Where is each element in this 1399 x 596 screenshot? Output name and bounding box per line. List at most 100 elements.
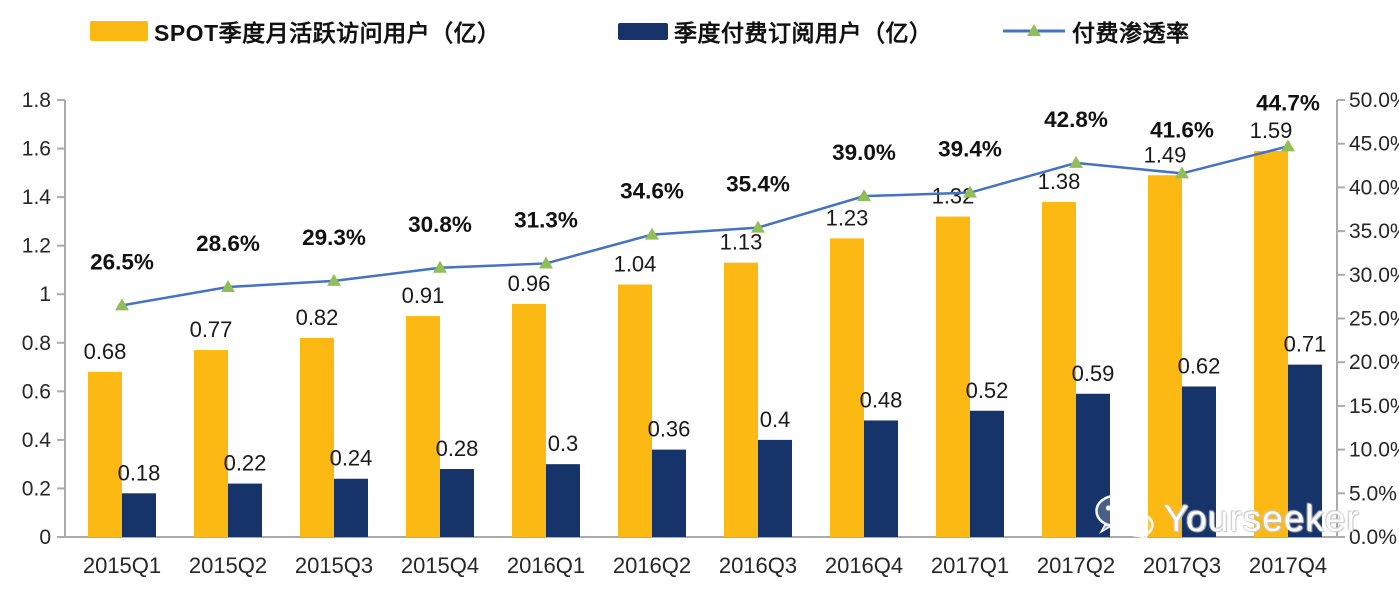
penetration-marker xyxy=(221,280,235,293)
legend-item-penetration: 付费渗透率 xyxy=(1002,16,1190,46)
penetration-marker xyxy=(751,220,765,233)
x-axis-tick-label: 2016Q2 xyxy=(613,553,691,578)
subscribers-bar-label: 0.62 xyxy=(1178,353,1221,378)
mau-bar-label: 1.23 xyxy=(826,205,869,230)
penetration-marker xyxy=(433,260,447,273)
x-axis-tick-label: 2015Q3 xyxy=(295,553,373,578)
mau-bar xyxy=(300,337,334,537)
x-axis-tick-label: 2015Q4 xyxy=(401,553,479,578)
subscribers-bar-label: 0.36 xyxy=(648,417,691,442)
penetration-label: 35.4% xyxy=(726,172,790,197)
subscribers-bar xyxy=(758,439,792,537)
subscribers-bar-label: 0.3 xyxy=(548,431,579,456)
left-axis-tick-label: 0.6 xyxy=(22,380,51,403)
penetration-legend-swatch xyxy=(1003,24,1065,36)
mau-bar xyxy=(1148,175,1182,537)
mau-bar-label: 1.04 xyxy=(614,252,657,277)
subscribers-bar-label: 0.24 xyxy=(330,446,373,471)
penetration-label: 39.4% xyxy=(938,137,1002,162)
mau-bar xyxy=(936,216,970,538)
penetration-marker xyxy=(1069,155,1083,168)
subscribers-bar-label: 0.22 xyxy=(224,451,267,476)
subscribers-bar xyxy=(1076,393,1110,537)
subscribers-bar xyxy=(546,464,580,537)
penetration-label: 42.8% xyxy=(1044,107,1108,132)
subscribers-bar-label: 0.4 xyxy=(760,407,791,432)
subscribers-bar xyxy=(228,483,262,537)
mau-bar xyxy=(618,284,652,537)
right-axis-tick-label: 15.0% xyxy=(1349,395,1399,418)
penetration-marker xyxy=(1281,139,1295,152)
subscribers-bar xyxy=(122,493,156,537)
x-axis-tick-label: 2017Q2 xyxy=(1037,553,1115,578)
penetration-marker xyxy=(539,256,553,269)
right-axis-tick-label: 45.0% xyxy=(1349,133,1399,156)
left-axis-tick-label: 0.8 xyxy=(22,332,51,355)
subscribers-bar xyxy=(1288,364,1322,537)
right-axis-tick-label: 35.0% xyxy=(1349,220,1399,243)
mau-bar-label: 1.13 xyxy=(720,230,763,255)
left-axis-tick-label: 0.4 xyxy=(22,429,52,452)
x-axis-tick-label: 2017Q4 xyxy=(1249,553,1327,578)
subscribers-bar xyxy=(970,410,1004,537)
mau-bar xyxy=(512,303,546,537)
subscribers-bar xyxy=(334,478,368,537)
penetration-label: 39.0% xyxy=(832,140,896,165)
penetration-marker xyxy=(1175,166,1189,179)
penetration-marker xyxy=(115,298,129,311)
mau-bar-label: 0.91 xyxy=(402,283,445,308)
mau-bar-label: 1.38 xyxy=(1038,169,1081,194)
right-axis-tick-label: 50.0% xyxy=(1349,89,1399,112)
subscribers-bar xyxy=(440,469,474,537)
legend-item-mau: SPOT季度月活跃访问用户（亿） xyxy=(90,16,501,46)
subscribers-bar-label: 0.59 xyxy=(1072,361,1115,386)
mau-bar-label: 1.49 xyxy=(1144,142,1187,167)
penetration-label: 44.7% xyxy=(1256,90,1320,115)
penetration-label: 34.6% xyxy=(620,179,684,204)
left-axis-tick-label: 1.4 xyxy=(22,186,52,209)
right-axis-tick-label: 40.0% xyxy=(1349,176,1399,199)
subscribers-bar-label: 0.18 xyxy=(118,460,161,485)
left-axis-tick-label: 0 xyxy=(39,526,51,549)
legend-item-subscribers: 季度付费订阅用户（亿） xyxy=(618,16,933,46)
penetration-marker xyxy=(857,189,871,202)
subscribers-bar-label: 0.52 xyxy=(966,378,1009,403)
penetration-legend-label: 付费渗透率 xyxy=(1072,20,1190,46)
subscribers-legend-label: 季度付费订阅用户（亿） xyxy=(674,20,933,46)
penetration-label: 41.6% xyxy=(1150,117,1214,142)
mau-bar xyxy=(1042,201,1076,537)
right-axis-tick-label: 25.0% xyxy=(1349,308,1399,331)
subscribers-bar-label: 0.48 xyxy=(860,387,903,412)
right-axis-tick-label: 0.0% xyxy=(1349,526,1397,549)
subscribers-bar-label: 0.71 xyxy=(1284,332,1327,357)
penetration-label: 29.3% xyxy=(302,225,366,250)
penetration-marker xyxy=(327,273,341,286)
mau-bar xyxy=(724,262,758,537)
penetration-label: 28.6% xyxy=(196,231,260,256)
x-axis-tick-label: 2016Q4 xyxy=(825,553,903,578)
mau-bar xyxy=(88,371,122,537)
subscribers-bar xyxy=(1182,386,1216,537)
x-axis-tick-label: 2017Q3 xyxy=(1143,553,1221,578)
right-axis-tick-label: 20.0% xyxy=(1349,351,1399,374)
penetration-label: 26.5% xyxy=(90,249,154,274)
left-axis-tick-label: 0.2 xyxy=(22,477,51,500)
penetration-marker xyxy=(963,185,977,198)
x-axis-tick-label: 2015Q1 xyxy=(83,553,161,578)
x-axis-tick-label: 2016Q1 xyxy=(507,553,585,578)
right-axis-tick-label: 30.0% xyxy=(1349,264,1399,287)
mau-bar-label: 0.96 xyxy=(508,271,551,296)
mau-bar-label: 0.82 xyxy=(296,305,339,330)
mau-legend-label: SPOT季度月活跃访问用户（亿） xyxy=(154,20,501,46)
left-axis-tick-label: 1.2 xyxy=(22,235,51,258)
subscribers-bar xyxy=(652,449,686,537)
mau-bar-label: 0.68 xyxy=(84,339,127,364)
x-axis-tick-label: 2015Q2 xyxy=(189,553,267,578)
mau-bar-label: 1.59 xyxy=(1250,118,1293,143)
x-axis-tick-label: 2017Q1 xyxy=(931,553,1009,578)
right-axis-tick-label: 10.0% xyxy=(1349,439,1399,462)
mau-bar xyxy=(406,316,440,537)
penetration-label: 30.8% xyxy=(408,212,472,237)
